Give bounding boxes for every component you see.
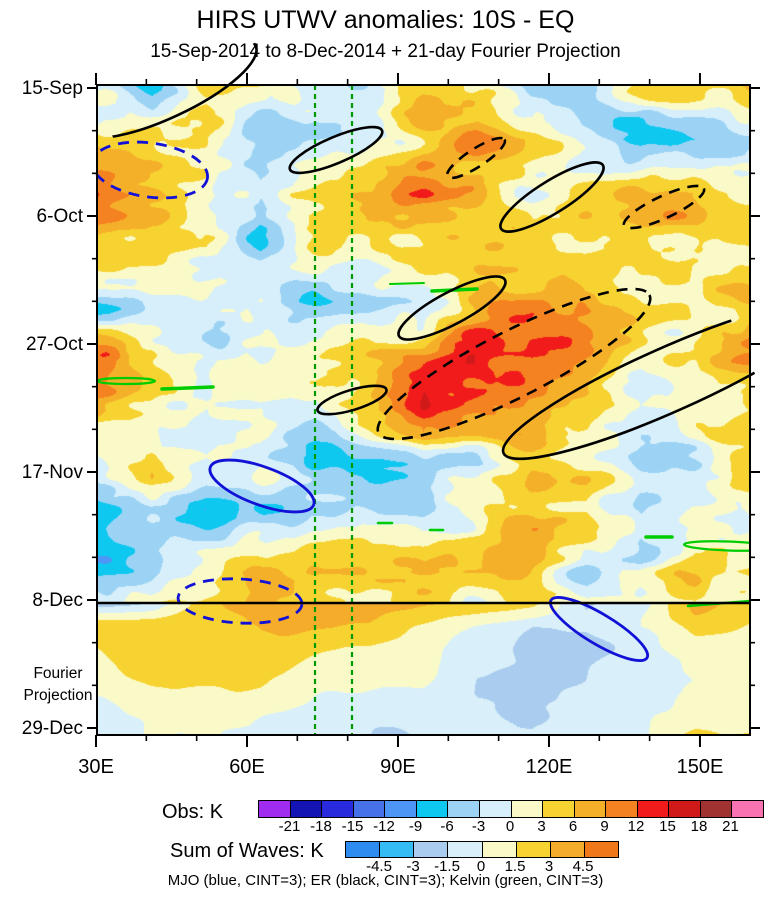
colorbar-cell	[636, 801, 669, 817]
x-tick-label: 150E	[677, 756, 724, 778]
colorbar-tick-label: -6	[440, 818, 454, 835]
chart-subtitle: 15-Sep-2014 to 8-Dec-2014 + 21-day Fouri…	[150, 41, 621, 62]
colorbar-tick-label: 0	[476, 858, 486, 875]
colorbar-tick-label: 4.5	[572, 858, 594, 875]
colorbar-cell	[413, 842, 448, 857]
x-tick-label: 120E	[526, 756, 573, 778]
colorbar-cell	[542, 801, 574, 817]
colorbar-tick-label: 3	[537, 818, 546, 835]
fourier-line1: Fourier	[33, 665, 83, 682]
colorbar-cell	[447, 801, 479, 817]
colorbar-cell	[321, 801, 353, 817]
colorbar-cell	[478, 801, 511, 817]
colorbar-cell	[379, 842, 414, 857]
colorbar-cell	[731, 801, 763, 817]
colorbar-cell	[510, 801, 543, 817]
colorbar-tick-label: -3	[406, 858, 420, 875]
colorbar-cell	[481, 842, 516, 857]
colorbar-cell	[346, 842, 380, 857]
obs-colorbar-label: Obs: K	[162, 801, 224, 823]
colorbar-tick-label: 21	[722, 818, 739, 835]
colorbar-tick-label: 0	[505, 818, 515, 835]
colorbar-cell	[352, 801, 385, 817]
colorbar-tick-label: -1.5	[434, 858, 460, 875]
colorbar-cell	[549, 842, 584, 857]
colorbar-cell	[447, 842, 482, 857]
colorbar-cell	[289, 801, 322, 817]
colorbar-tick-label: 6	[568, 818, 578, 835]
y-tick-label: 29-Dec	[22, 718, 83, 739]
colorbar-cell	[415, 801, 448, 817]
colorbar-tick-label: -12	[373, 818, 395, 835]
colorbar-tick-label: -21	[278, 818, 301, 835]
anomaly-field-canvas	[97, 85, 750, 735]
fourier-line2: Projection	[23, 687, 93, 705]
colorbar-tick-label: -9	[408, 818, 423, 835]
colorbar-tick-label: -15	[341, 818, 364, 835]
colorbar-tick-label: -3	[471, 818, 486, 835]
colorbar-cell	[668, 801, 700, 817]
y-tick-label: 17-Nov	[22, 462, 84, 483]
waves-colorbar	[345, 841, 619, 858]
colorbar-cell	[583, 842, 618, 857]
waves-colorbar-label: Sum of Waves: K	[170, 840, 324, 862]
colorbar-cell	[605, 801, 637, 817]
colorbar-tick-label: -18	[310, 818, 332, 835]
colorbar-tick-label: 1.5	[504, 858, 526, 875]
colorbar-cell	[573, 801, 606, 817]
colorbar-tick-label: 3	[544, 858, 554, 875]
colorbar-cell	[515, 842, 550, 857]
y-tick-label: 8-Dec	[32, 590, 83, 611]
x-tick-label: 30E	[78, 756, 114, 778]
colorbar-tick-label: 9	[600, 818, 609, 835]
contour-legend-text: MJO (blue, CINT=3); ER (black, CINT=3); …	[167, 872, 604, 889]
colorbar-tick-label: -4.5	[366, 858, 392, 875]
x-tick-label: 90E	[380, 756, 416, 778]
fourier-projection-annotation: Fourier Projection	[14, 663, 102, 708]
colorbar-cell	[699, 801, 732, 817]
chart-title: HIRS UTWV anomalies: 10S - EQ	[196, 6, 575, 34]
colorbar-tick-label: 15	[659, 818, 676, 835]
y-tick-label: 6-Oct	[37, 206, 84, 227]
x-tick-label: 60E	[229, 756, 265, 778]
y-tick-label: 27-Oct	[26, 334, 84, 355]
obs-colorbar	[258, 800, 764, 818]
colorbar-tick-label: 18	[690, 818, 708, 835]
colorbar-cell	[384, 801, 416, 817]
colorbar-tick-label: 12	[627, 818, 645, 835]
colorbar-cell	[259, 801, 290, 817]
y-tick-label: 15-Sep	[22, 78, 83, 99]
